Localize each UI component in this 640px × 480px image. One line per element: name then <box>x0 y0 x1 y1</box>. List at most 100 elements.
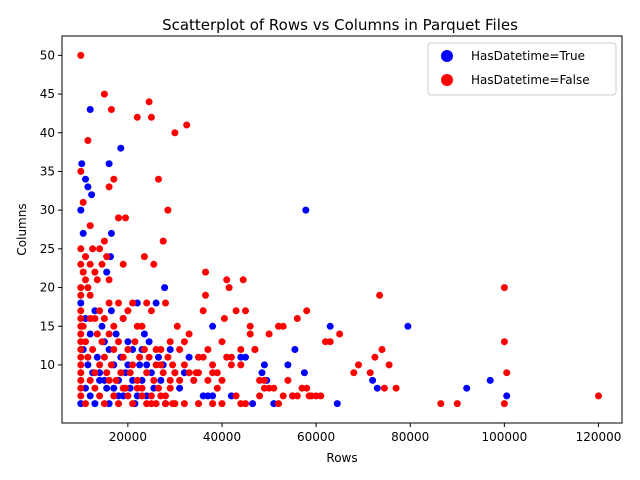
data-point-datetime-false <box>131 338 139 346</box>
data-point-datetime-false <box>376 291 384 299</box>
data-point-datetime-false <box>155 175 162 183</box>
data-point-datetime-false <box>105 276 113 284</box>
data-point-datetime-false <box>164 353 172 361</box>
data-point-datetime-false <box>110 346 118 353</box>
data-point-datetime-true <box>209 392 217 400</box>
data-point-datetime-false <box>195 400 202 408</box>
data-point-datetime-false <box>173 322 181 330</box>
data-point-datetime-false <box>169 361 177 369</box>
data-point-datetime-false <box>119 353 127 361</box>
data-point-datetime-false <box>162 400 169 408</box>
data-point-datetime-false <box>91 268 99 276</box>
data-point-datetime-false <box>77 346 85 353</box>
data-point-datetime-false <box>77 315 85 322</box>
data-point-datetime-false <box>371 353 379 361</box>
data-point-datetime-false <box>155 384 162 392</box>
data-point-datetime-false <box>82 400 89 408</box>
data-point-datetime-false <box>385 361 393 369</box>
data-point-datetime-false <box>500 284 508 292</box>
data-point-datetime-false <box>86 315 94 322</box>
data-point-datetime-false <box>227 361 235 369</box>
data-point-datetime-false <box>86 291 94 299</box>
data-point-datetime-false <box>105 330 113 338</box>
data-point-datetime-false <box>126 369 134 377</box>
data-point-datetime-false <box>77 353 85 361</box>
data-point-datetime-false <box>500 338 508 346</box>
data-point-datetime-false <box>275 322 282 330</box>
data-point-datetime-true <box>107 229 115 237</box>
data-point-datetime-false <box>110 392 118 400</box>
data-point-datetime-true <box>258 369 266 377</box>
data-point-datetime-false <box>265 330 273 338</box>
data-point-datetime-false <box>91 369 99 377</box>
data-point-datetime-false <box>96 307 104 315</box>
data-point-datetime-false <box>77 392 85 400</box>
data-point-datetime-true <box>486 376 494 384</box>
data-point-datetime-false <box>96 392 104 400</box>
data-point-datetime-false <box>115 400 122 408</box>
data-point-datetime-false <box>77 361 85 369</box>
data-point-datetime-false <box>232 307 240 315</box>
data-point-datetime-true <box>84 361 92 369</box>
data-point-datetime-false <box>103 253 111 261</box>
data-point-datetime-false <box>336 330 344 338</box>
data-point-datetime-true <box>124 338 132 346</box>
data-point-datetime-false <box>122 214 129 222</box>
data-point-datetime-false <box>117 369 125 377</box>
data-point-datetime-false <box>115 338 122 346</box>
y-tick-label: 50 <box>40 48 55 62</box>
data-point-datetime-true <box>79 229 87 237</box>
data-point-datetime-true <box>284 361 292 369</box>
data-point-datetime-false <box>100 90 108 98</box>
data-point-datetime-true <box>140 330 148 338</box>
data-point-datetime-true <box>82 175 89 183</box>
data-point-datetime-true <box>333 400 341 408</box>
data-point-datetime-false <box>133 384 141 392</box>
data-point-datetime-true <box>88 191 96 199</box>
data-point-datetime-false <box>107 361 115 369</box>
data-point-datetime-false <box>157 392 165 400</box>
points-layer <box>77 51 602 408</box>
data-point-datetime-false <box>105 376 113 384</box>
y-tick-label: 25 <box>40 242 55 256</box>
data-point-datetime-false <box>279 392 287 400</box>
data-point-datetime-true <box>98 322 106 330</box>
data-point-datetime-false <box>112 376 120 384</box>
data-point-datetime-true <box>503 392 511 400</box>
data-point-datetime-false <box>133 113 141 121</box>
data-point-datetime-false <box>256 392 264 400</box>
data-point-datetime-false <box>86 260 94 268</box>
data-point-datetime-false <box>124 307 132 315</box>
x-tick-label: 40000 <box>203 430 241 444</box>
data-point-datetime-true <box>209 322 217 330</box>
data-point-datetime-false <box>218 400 226 408</box>
data-point-datetime-false <box>237 361 245 369</box>
data-point-datetime-false <box>105 299 113 307</box>
legend-marker-false <box>441 74 453 86</box>
x-axis-label: Rows <box>326 451 357 465</box>
x-tick-label: 60000 <box>297 430 335 444</box>
data-point-datetime-false <box>180 361 188 369</box>
data-point-datetime-false <box>503 369 511 377</box>
data-point-datetime-false <box>162 299 169 307</box>
data-point-datetime-false <box>293 392 301 400</box>
data-point-datetime-false <box>209 400 217 408</box>
data-point-datetime-false <box>150 376 158 384</box>
data-point-datetime-true <box>152 299 160 307</box>
data-point-datetime-false <box>239 276 247 284</box>
data-point-datetime-true <box>78 160 86 168</box>
data-point-datetime-false <box>77 284 85 292</box>
data-point-datetime-false <box>180 338 188 346</box>
data-point-datetime-false <box>204 346 212 353</box>
data-point-datetime-false <box>100 237 108 245</box>
data-point-datetime-false <box>213 384 221 392</box>
y-axis-label: Columns <box>15 203 29 255</box>
data-point-datetime-false <box>242 307 249 315</box>
data-point-datetime-false <box>171 129 179 137</box>
data-point-datetime-false <box>195 369 202 377</box>
data-point-datetime-false <box>500 400 508 408</box>
data-point-datetime-false <box>100 353 108 361</box>
data-point-datetime-false <box>77 291 85 299</box>
data-point-datetime-false <box>91 384 99 392</box>
x-axis-ticks: 20000 40000 60000 80000 100000 120000 <box>109 423 621 444</box>
